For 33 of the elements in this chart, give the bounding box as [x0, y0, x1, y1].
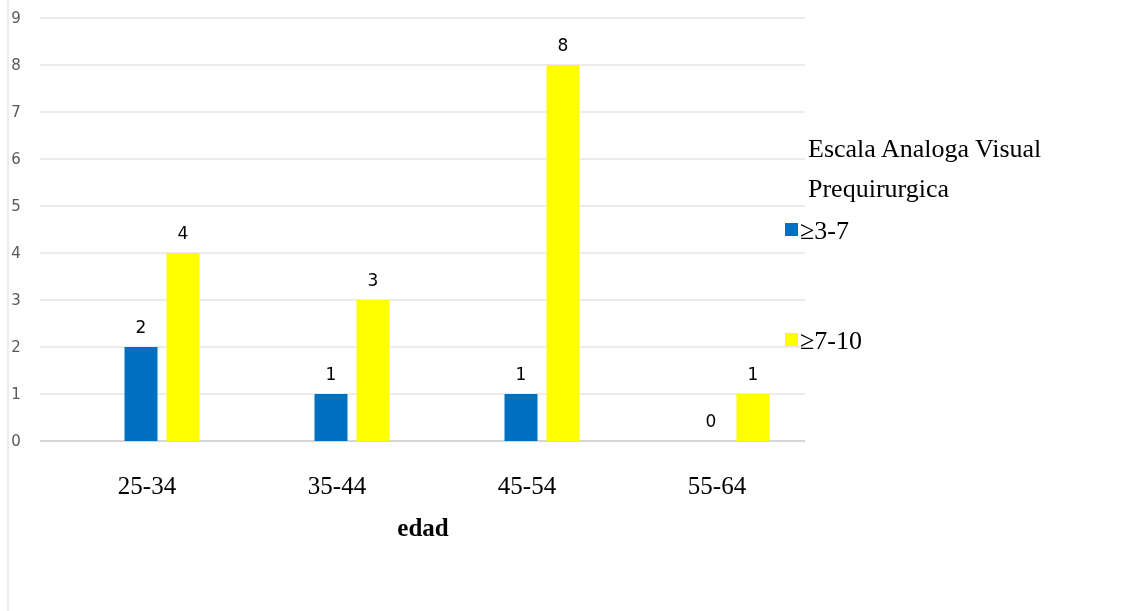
y-tick-label: 0 — [11, 432, 21, 451]
bar — [546, 65, 580, 441]
x-tick-label: 45-54 — [497, 472, 557, 499]
legend-label: ≥7-10 — [800, 326, 862, 355]
data-label: 1 — [747, 364, 759, 384]
y-tick-label: 2 — [11, 338, 21, 357]
x-tick-label: 25-34 — [117, 472, 177, 499]
bar — [736, 394, 770, 441]
y-tick-label: 4 — [11, 244, 21, 263]
y-tick-label: 7 — [11, 103, 21, 122]
data-label: 1 — [515, 364, 527, 384]
data-label: 8 — [557, 35, 569, 55]
data-label: 3 — [367, 270, 379, 290]
data-label: 4 — [177, 223, 189, 243]
legend-label: ≥3-7 — [800, 216, 849, 245]
y-tick-label: 8 — [11, 56, 21, 75]
bar — [356, 300, 390, 441]
x-tick-label: 55-64 — [687, 472, 747, 499]
bar — [504, 394, 538, 441]
y-tick-label: 5 — [11, 197, 21, 216]
y-tick-label: 1 — [11, 385, 21, 404]
bar — [124, 347, 158, 441]
y-tick-label: 3 — [11, 291, 21, 310]
y-tick-label: 6 — [11, 150, 21, 169]
data-label: 1 — [325, 364, 337, 384]
bar — [166, 253, 200, 441]
bar — [314, 394, 348, 441]
legend-title: Escala Analoga Visual Prequirurgica — [808, 134, 1042, 203]
data-label: 2 — [135, 317, 147, 337]
x-axis-title: edad — [397, 514, 449, 541]
data-label: 0 — [705, 411, 717, 431]
y-tick-label: 9 — [11, 9, 21, 28]
x-tick-label: 35-44 — [307, 472, 367, 499]
